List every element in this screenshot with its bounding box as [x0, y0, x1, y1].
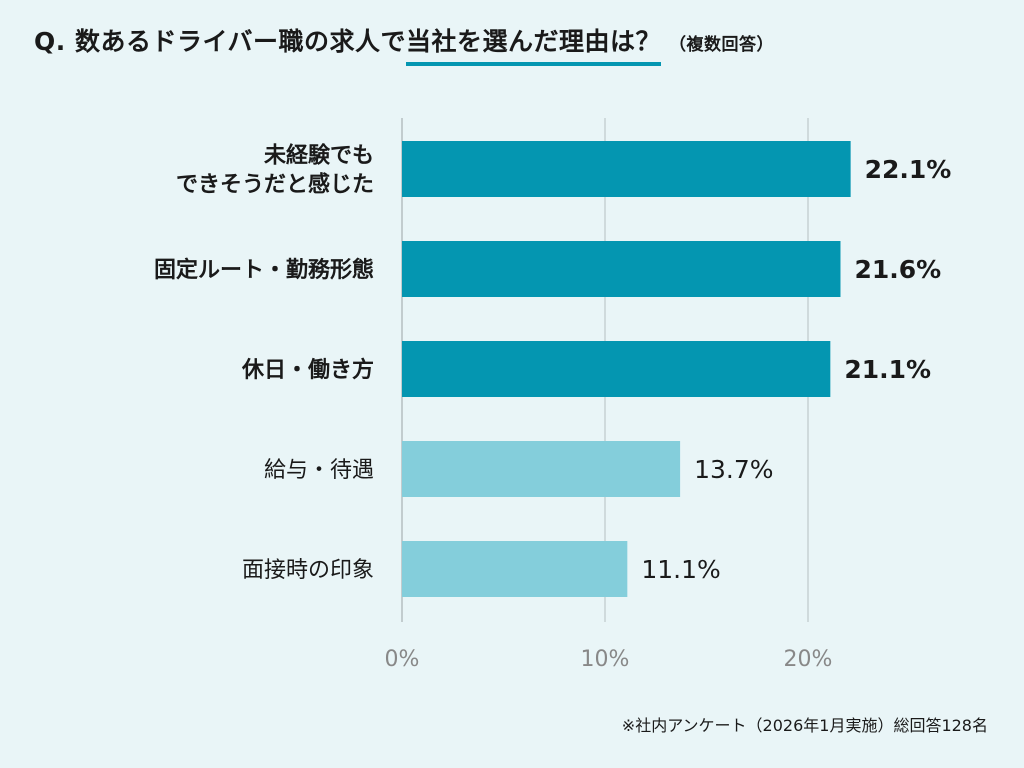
value-label: 22.1%	[865, 155, 952, 184]
category-label: 面接時の印象	[242, 558, 374, 583]
bar	[402, 541, 628, 597]
value-label: 13.7%	[694, 455, 773, 484]
title-highlight: 当社を選んだ理由は？	[405, 27, 661, 56]
bar	[402, 241, 841, 297]
x-tick-label: 20%	[784, 647, 833, 672]
category-label: 固定ルート・勤務形態	[154, 257, 374, 283]
category-label: 休日・働き方	[241, 357, 374, 383]
x-tick-label: 10%	[581, 647, 630, 672]
value-label: 11.1%	[641, 555, 720, 584]
title-prefix: Q. 数あるドライバー職の求人で	[34, 27, 406, 56]
bar	[402, 441, 681, 497]
category-label: 給与・待遇	[264, 458, 374, 483]
title-note: （複数回答）	[668, 35, 774, 55]
footnote: ※社内アンケート（2026年1月実施）総回答128名	[621, 716, 988, 735]
bar	[402, 341, 831, 397]
category-label: 未経験でもできそうだと感じた	[176, 143, 374, 198]
bar	[402, 141, 851, 197]
value-label: 21.6%	[854, 255, 941, 284]
value-label: 21.1%	[844, 355, 931, 384]
bar-chart: 0% 10% 20% 未経験でもできそうだと感じた 22.1% 固定ルート・勤務形態 21.…	[154, 118, 952, 672]
chart-title: Q. 数あるドライバー職の求人で当社を選んだ理由は？ （複数回答）	[34, 22, 774, 58]
x-tick-label: 0%	[385, 647, 420, 672]
